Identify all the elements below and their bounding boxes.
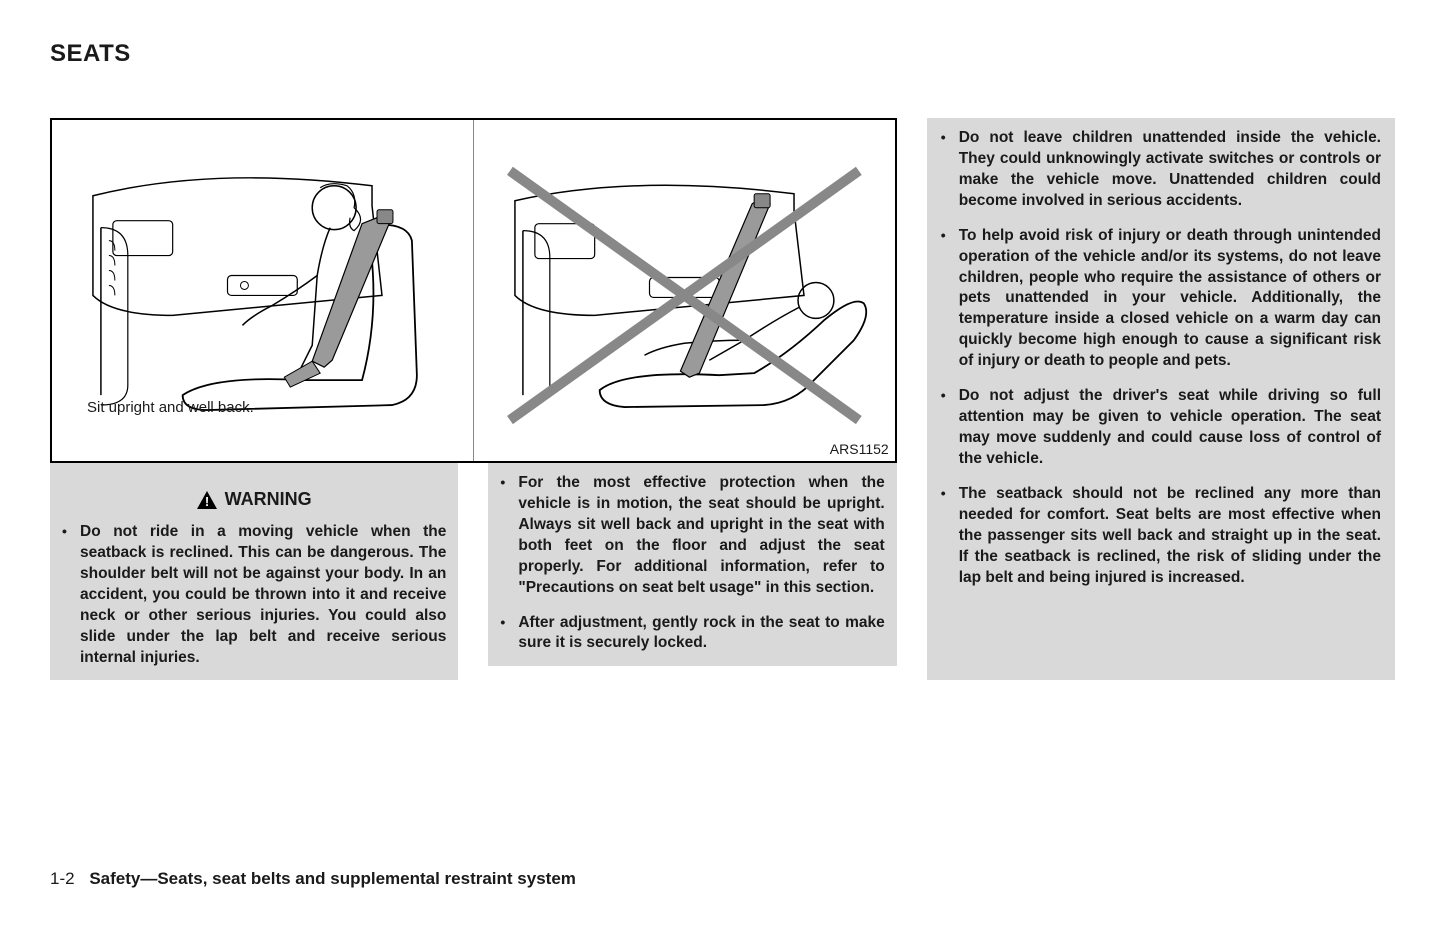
warning-box-3: Do not leave children unattended inside … — [927, 118, 1395, 680]
illustration-code: ARS1152 — [830, 441, 889, 457]
warning-item: For the most effective protection when t… — [500, 473, 884, 599]
illustration-upright: Sit upright and well back. — [52, 120, 474, 461]
seat-upright-svg — [73, 137, 452, 444]
illustration-reclined — [474, 120, 895, 461]
warning-item: After adjustment, gently rock in the sea… — [500, 613, 884, 655]
seat-reclined-svg — [495, 137, 874, 444]
warning-columns: ! WARNING Do not ride in a moving vehicl… — [50, 463, 897, 680]
warning-col-2: For the most effective protection when t… — [488, 463, 896, 680]
left-section: Sit upright and well back. — [50, 118, 897, 680]
illustration-box: Sit upright and well back. — [50, 118, 897, 463]
warning-box-1: ! WARNING Do not ride in a moving vehicl… — [50, 463, 458, 680]
warning-item: Do not leave children unattended inside … — [941, 128, 1381, 212]
svg-text:!: ! — [205, 494, 209, 509]
warning-item: Do not adjust the driver's seat while dr… — [941, 386, 1381, 470]
section-title: SEATS — [50, 40, 1395, 68]
warning-list-3: Do not leave children unattended inside … — [941, 128, 1381, 588]
warning-col-1: ! WARNING Do not ride in a moving vehicl… — [50, 463, 458, 680]
warning-label: WARNING — [225, 489, 312, 510]
warning-item: To help avoid risk of injury or death th… — [941, 226, 1381, 372]
footer-title: Safety—Seats, seat belts and supplementa… — [89, 869, 576, 888]
warning-icon: ! — [197, 491, 217, 509]
warning-header: ! WARNING — [62, 489, 446, 510]
warning-list-1: Do not ride in a moving vehicle when the… — [62, 522, 446, 668]
warning-item: The seatback should not be reclined any … — [941, 484, 1381, 589]
warning-item: Do not ride in a moving vehicle when the… — [62, 522, 446, 668]
page-number: 1-2 — [50, 869, 75, 888]
content-area: Sit upright and well back. — [50, 118, 1395, 680]
page-footer: 1-2 Safety—Seats, seat belts and supplem… — [50, 869, 576, 889]
warning-list-2: For the most effective protection when t… — [500, 473, 884, 654]
warning-box-2: For the most effective protection when t… — [488, 463, 896, 666]
illustration-caption: Sit upright and well back. — [87, 399, 254, 416]
